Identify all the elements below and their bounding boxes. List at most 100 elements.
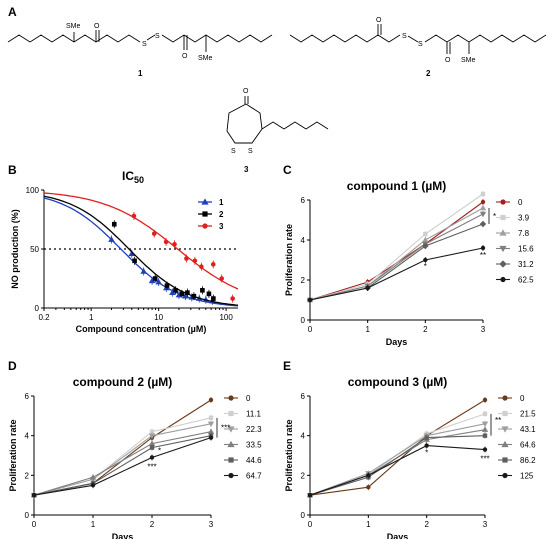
chart-d-line-44.6: [33, 435, 212, 496]
chart-d-line-22.3: [33, 423, 212, 496]
chart-c-point-7.8: [479, 204, 487, 211]
panel-label-c: C: [283, 163, 292, 177]
chart-e-point-21.5: [482, 411, 488, 417]
chart-e-annotation: ***: [480, 455, 489, 464]
chart-d-point-33.5: [148, 440, 156, 446]
chart-d-xtick-label: 0: [32, 520, 37, 529]
chart-c-legend-label-31.2: 31.2: [518, 260, 534, 269]
chart-e-ytick-label: 0: [301, 511, 306, 520]
chart-c-point-0: [480, 199, 486, 205]
structure-2-o-left: O: [376, 17, 382, 24]
chart-b-legend-marker-2: [202, 211, 208, 217]
chart-b-point-2: [185, 290, 190, 295]
structure-1: SMe O S S O SMe 1: [7, 23, 273, 78]
chart-e-point-125: [482, 447, 488, 452]
structure-1-s2: S: [155, 33, 160, 40]
chart-c-point-31.2: [479, 220, 487, 228]
chart-e-legend-marker-125: [502, 472, 508, 479]
chart-c-annotation: *: [493, 212, 496, 221]
chart-d-ytick-label: 2: [25, 471, 30, 480]
chart-d-point-64.7: [90, 483, 96, 488]
chart-b-point-3: [172, 241, 177, 247]
chart-d-line-64.7: [33, 437, 212, 496]
chart-b-point-3: [151, 231, 157, 236]
structure-1-sme-left: SMe: [66, 23, 81, 30]
chart-c-legend-label-3.9: 3.9: [518, 214, 530, 223]
chart-b-point-2: [173, 288, 178, 293]
chart-d-point-44.6: [149, 445, 155, 450]
chart-c-point-3.9: [480, 191, 486, 197]
chart-d-legend-label-0: 0: [246, 394, 251, 403]
chart-c-legend-marker-7.8: [499, 229, 507, 236]
chart-e-ytick-label: 4: [301, 432, 306, 441]
chart-b-point-3: [163, 239, 169, 245]
chart-e: compound 3 (µM) 0 2 4 6 0 1 2 3 Days Proliferation…: [284, 375, 536, 539]
chart-c-ytick-label: 2: [301, 276, 306, 285]
structure-2-o-right: O: [445, 57, 451, 64]
chart-c-point-15.6: [479, 211, 487, 218]
chart-b-fit-3: [43, 192, 239, 290]
chart-c-point-3.9: [423, 231, 428, 237]
chart-d-point-11.1: [208, 415, 214, 421]
chart-b-point-1: [108, 236, 115, 242]
chart-e-legend-label-64.6: 64.6: [520, 441, 536, 450]
chart-c-legend-label-62.5: 62.5: [518, 276, 534, 285]
structure-2: O S S O SMe 2: [289, 17, 547, 78]
chart-d-ytick-label: 0: [25, 511, 30, 520]
structure-2-s2: S: [418, 41, 423, 48]
chart-c-ytick-label: 4: [301, 236, 306, 245]
chart-b-point-3: [131, 213, 137, 219]
chart-d-point-22.3: [148, 433, 156, 439]
chart-e-annotation: **: [495, 416, 501, 425]
structure-1-sme-right: SMe: [198, 55, 213, 62]
chart-c-point-7.8: [422, 236, 429, 243]
chart-b-point-1: [169, 289, 176, 295]
chart-c-line-62.5: [309, 247, 484, 301]
chart-e-legend-marker-86.2: [502, 457, 508, 463]
chart-d-point-64.7: [208, 435, 214, 440]
chart-e-legend-marker-0: [502, 395, 508, 401]
chart-e-xlabel: Days: [387, 532, 409, 539]
chart-d: compound 2 (µM) 0 2 4 6 0 1 2 3 Days Proliferation…: [8, 375, 262, 539]
chart-d-annotation: ***: [221, 424, 230, 433]
chart-e-line-86.2: [309, 435, 486, 496]
chart-c-line-3.9: [309, 193, 484, 301]
chart-c-legend-label-15.6: 15.6: [518, 245, 534, 254]
chart-e-xtick-label: 3: [483, 520, 488, 529]
chart-d-xtick-label: 2: [150, 520, 155, 529]
chart-c-annotation: **: [480, 251, 486, 260]
chart-e-point-86.2: [482, 433, 488, 438]
chart-e-legend-label-0: 0: [520, 394, 525, 403]
chart-c-legend-label-7.8: 7.8: [518, 229, 530, 238]
chart-d-point-33.5: [89, 474, 97, 480]
chart-d-xlabel: Days: [112, 532, 134, 539]
chart-d-legend-marker-22.3: [227, 426, 235, 433]
chart-d-legend-label-33.5: 33.5: [246, 441, 262, 450]
chart-d-xtick-label: 1: [91, 520, 96, 529]
chart-d-point-11.1: [149, 429, 155, 434]
chart-e-line-125: [309, 445, 486, 496]
chart-c-legend-marker-0: [500, 199, 506, 205]
chart-c: compound 1 (µM) 0 2 4 6 0 1 2 3 Days Proliferation…: [284, 179, 534, 347]
chart-e-xtick-label: 1: [366, 520, 371, 529]
chart-b: 0 50 100 0.2 1 10 100 Compound concentration (µ…: [10, 186, 239, 334]
chart-c-ylabel: Proliferation rate: [284, 224, 294, 296]
chart-e-point-125: [307, 492, 313, 498]
structure-1-ss-bond: [146, 34, 156, 41]
chart-c-point-31.2: [422, 242, 429, 250]
chart-c-legend-marker-3.9: [500, 214, 506, 221]
chart-e-annotation: *: [425, 449, 428, 458]
chart-b-point-2: [200, 288, 205, 293]
chart-d-line-33.5: [33, 431, 212, 496]
chart-d-point-0: [208, 397, 214, 403]
panel-a: A SMe O S S O SMe 1 O S: [7, 5, 547, 174]
chart-e-point-125: [366, 473, 371, 478]
chart-d-legend-marker-33.5: [227, 440, 235, 448]
structure-3-label: 3: [244, 165, 249, 174]
chart-b-point-2: [152, 276, 158, 281]
chart-d-legend-label-44.6: 44.6: [246, 456, 262, 465]
chart-d-legend-marker-0: [228, 395, 234, 401]
chart-e-legend-marker-64.6: [501, 440, 509, 448]
chart-b-point-1: [155, 278, 162, 285]
chart-b-point-2: [211, 296, 216, 301]
